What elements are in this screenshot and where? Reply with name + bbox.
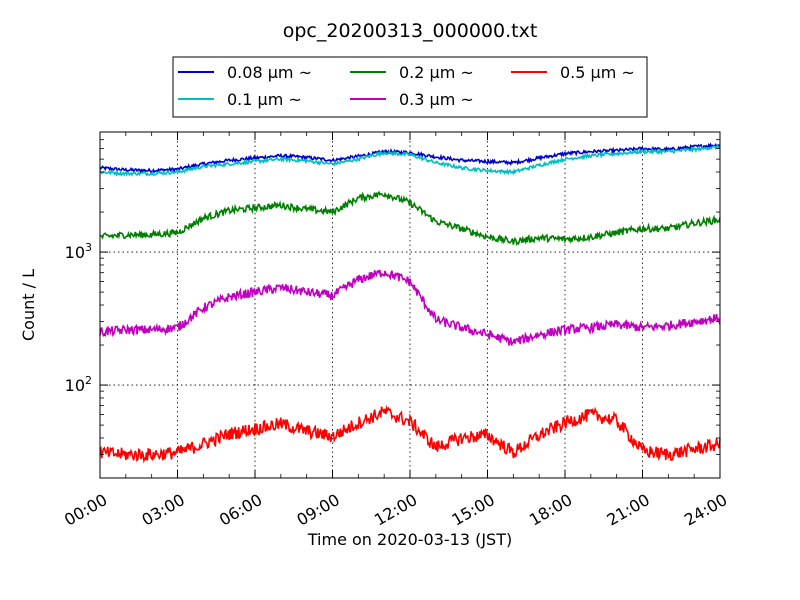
- legend: 0.08 μm ~ 0.1 μm ~ 0.2 μm ~ 0.3 μm ~ 0.5 μm …: [172, 56, 648, 118]
- x-tick-label: 00:00: [61, 490, 110, 530]
- plot-frame: [99, 131, 721, 479]
- legend-label: 0.2 μm ~: [399, 63, 474, 82]
- x-tick-label: 09:00: [293, 490, 342, 530]
- chart-title: opc_20200313_000000.txt: [283, 20, 538, 42]
- x-tick-label: 21:00: [603, 490, 652, 530]
- legend-label: 0.3 μm ~: [399, 90, 474, 109]
- legend-label: 0.08 μm ~: [227, 63, 312, 82]
- x-tick-label: 12:00: [371, 490, 420, 530]
- y-tick-label: 102: [65, 374, 92, 395]
- legend-box: [172, 56, 648, 118]
- series-line: [99, 142, 721, 174]
- y-axis-label: Count / L: [19, 269, 38, 341]
- x-tick-label: 18:00: [526, 490, 575, 530]
- series-line: [99, 404, 721, 464]
- series-line: [99, 143, 721, 177]
- x-tick-label: 06:00: [216, 490, 265, 530]
- y-tick-label: 103: [65, 241, 92, 262]
- x-tick-label: 24:00: [681, 490, 730, 530]
- series-line: [99, 269, 721, 346]
- legend-label: 0.5 μm ~: [560, 63, 635, 82]
- series-line: [99, 190, 721, 246]
- x-tick-label: 03:00: [138, 490, 187, 530]
- x-tick-label: 15:00: [448, 490, 497, 530]
- plot-area: 102 103 00:00 03:00 06:00 09:00 12:00 15:00 18:0…: [61, 131, 730, 530]
- x-axis-label: Time on 2020-03-13 (JST): [307, 530, 512, 549]
- legend-label: 0.1 μm ~: [227, 90, 302, 109]
